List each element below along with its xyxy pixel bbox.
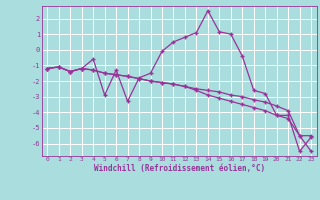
X-axis label: Windchill (Refroidissement éolien,°C): Windchill (Refroidissement éolien,°C) xyxy=(94,164,265,173)
